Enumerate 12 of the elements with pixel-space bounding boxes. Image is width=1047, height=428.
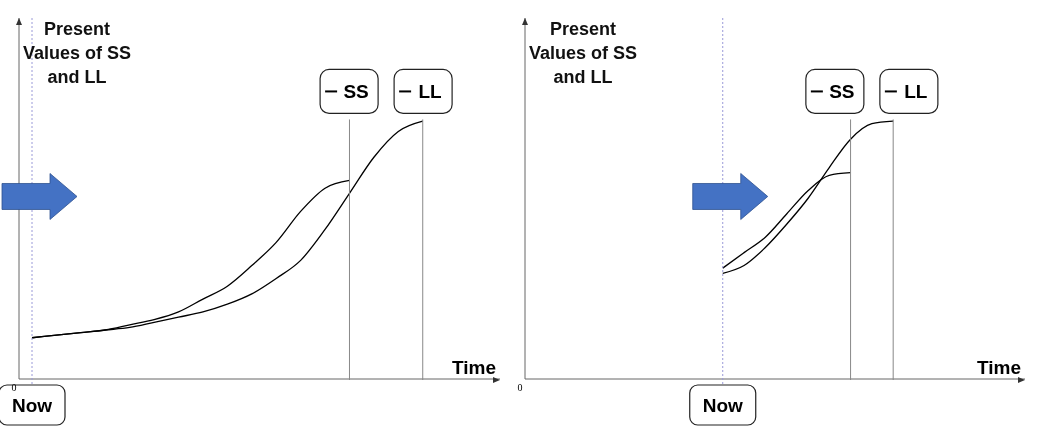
y-axis-title: Present Values of SS and LL [528, 18, 638, 87]
legend-label: SS [343, 81, 369, 103]
x-axis-title: Time [976, 357, 1021, 378]
legend-label: SS [829, 81, 855, 103]
text: Now [702, 395, 744, 416]
y-axis-title: Present Values of SS and LL [22, 18, 132, 87]
x-axis-title: Time [451, 357, 496, 378]
text: 0 [517, 382, 523, 393]
legend-label: LL [904, 81, 928, 103]
text: 0 [11, 382, 17, 393]
legend-label: LL [418, 81, 443, 103]
text: Now [11, 395, 53, 416]
